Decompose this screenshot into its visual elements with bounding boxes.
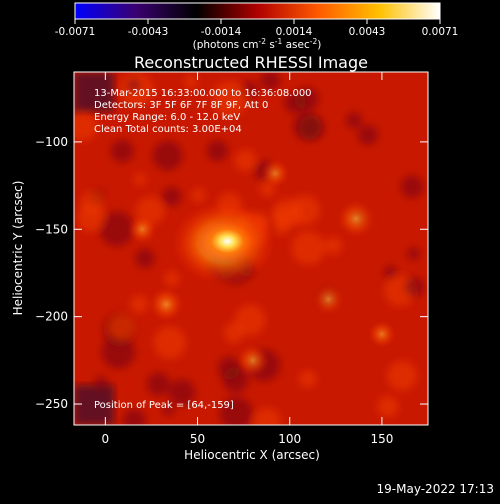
colorbar-tick-label: 0.0071	[422, 26, 459, 38]
texture-blob	[135, 248, 155, 269]
colorbar-tick-label: -0.0071	[55, 26, 96, 38]
texture-blob	[357, 124, 379, 146]
texture-blob	[133, 172, 147, 186]
colorbar-unit-label: (photons cm-2 s-1 asec-2)	[193, 37, 322, 51]
texture-blob	[206, 140, 229, 162]
texture-blob	[260, 72, 281, 91]
y-tick-label: −250	[35, 397, 68, 411]
texture-blob	[126, 78, 141, 93]
texture-blob	[404, 277, 425, 298]
peak-position-label: Position of Peak = [64,-159]	[94, 400, 234, 411]
x-tick-label: 150	[370, 432, 393, 446]
source-blob	[336, 199, 376, 238]
chart-title: Reconstructed RHESSI Image	[134, 53, 368, 72]
annotation-line: Energy Range: 6.0 - 12.0 keV	[94, 112, 240, 123]
x-tick-label: 0	[102, 432, 110, 446]
texture-blob	[164, 271, 180, 287]
texture-blob	[101, 335, 136, 369]
texture-blob	[212, 80, 248, 117]
texture-blob	[168, 379, 196, 406]
y-tick-label: −200	[35, 310, 68, 324]
colorbar-tick-label: 0.0043	[349, 26, 386, 38]
annotation-line: Clean Total counts: 3.00E+04	[94, 124, 242, 135]
image-area	[74, 72, 428, 425]
texture-blob	[162, 403, 175, 416]
source-blob	[236, 343, 270, 377]
texture-blob	[407, 247, 421, 261]
source-peak	[197, 219, 258, 264]
x-tick-label: 100	[278, 432, 301, 446]
texture-blob	[291, 231, 326, 265]
texture-blob	[377, 396, 399, 418]
texture-blob	[191, 188, 206, 203]
texture-blob	[298, 370, 317, 388]
texture-blob	[94, 376, 109, 391]
axis-ticks: 0 50 100 150 −100 −150 −200 −250	[35, 72, 428, 446]
source-blob	[367, 319, 397, 349]
texture-blob	[153, 326, 187, 359]
annotation-block: 13-Mar-2015 16:33:00.000 to 16:36:08.000…	[94, 88, 312, 135]
y-tick-label: −100	[35, 135, 68, 149]
annotation-line: 13-Mar-2015 16:33:00.000 to 16:36:08.000	[94, 88, 312, 99]
colorbar-tick-label: -0.0014	[201, 26, 242, 38]
source-blob	[127, 214, 158, 245]
texture-blob	[293, 112, 322, 141]
texture-blob	[324, 236, 343, 255]
annotation-line: Detectors: 3F 5F 6F 7F 8F 9F, Att 0	[94, 100, 268, 111]
texture-blob	[345, 112, 362, 129]
texture-blob	[122, 408, 146, 425]
x-tick-label: 50	[190, 432, 205, 446]
texture-blob	[130, 295, 148, 313]
texture-blob	[184, 74, 198, 89]
plot-frame	[73, 71, 429, 426]
colorbar-ticks: -0.0071 -0.0043 -0.0014 0.0014 0.0043 0.0071	[55, 19, 459, 38]
colorbar	[74, 2, 441, 20]
texture-blob	[152, 140, 183, 171]
colorbar-tick-label: -0.0043	[128, 26, 169, 38]
y-axis-title: Heliocentric Y (arcsec)	[11, 181, 25, 316]
texture-blob	[74, 112, 98, 141]
colorbar-tick-label: 0.0014	[276, 26, 313, 38]
source-blob	[260, 158, 290, 189]
texture-blob	[219, 396, 253, 425]
texture-blob	[274, 220, 289, 235]
texture-blob	[253, 407, 281, 425]
x-axis-title: Heliocentric X (arcsec)	[184, 448, 320, 462]
texture-blob	[161, 186, 182, 207]
texture-blob	[289, 195, 320, 226]
texture-blob	[222, 366, 249, 393]
texture-blob	[284, 91, 306, 114]
image-sources	[127, 158, 397, 377]
texture-blob	[80, 190, 104, 214]
image-corner-shade-tl	[74, 72, 114, 112]
texture-blob	[146, 372, 171, 396]
texture-blob	[387, 360, 418, 391]
source-blob	[312, 283, 345, 316]
texture-blob	[383, 265, 398, 280]
plot-timestamp: 19-May-2022 17:13	[376, 482, 494, 496]
source-blob	[148, 286, 184, 323]
image-corner-shade-bl	[74, 385, 114, 425]
texture-blob	[234, 149, 257, 172]
texture-blob	[108, 314, 135, 341]
texture-blob	[110, 139, 134, 163]
texture-blob	[234, 304, 266, 336]
texture-blob	[99, 211, 135, 247]
texture-blob	[400, 175, 424, 198]
y-tick-label: −150	[35, 222, 68, 236]
